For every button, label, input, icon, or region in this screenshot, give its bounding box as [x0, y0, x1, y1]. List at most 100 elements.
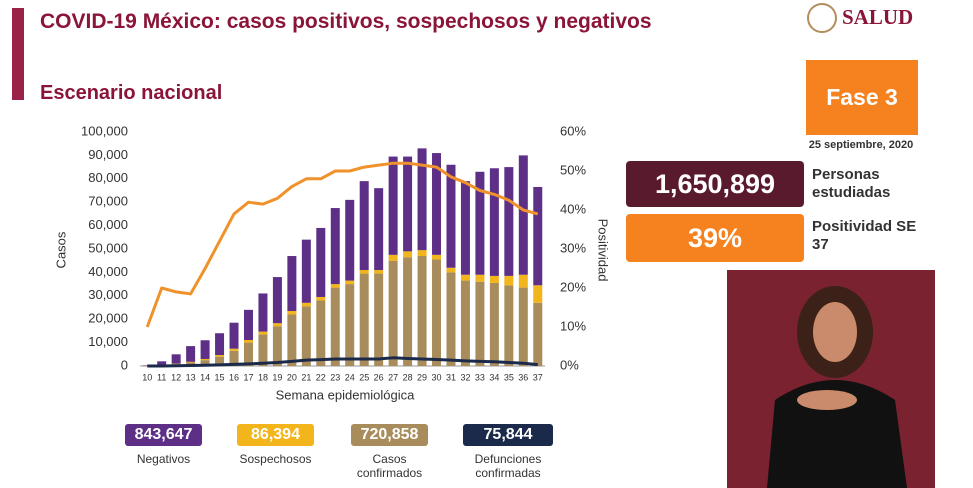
stat-value: 39%: [626, 214, 804, 262]
bar: [460, 181, 470, 275]
bar: [403, 156, 413, 252]
y-tick-label: 80,000: [88, 170, 128, 185]
line-series: [147, 356, 538, 368]
bar: [417, 256, 427, 366]
bar: [475, 281, 485, 366]
x-tick-label: 15: [215, 372, 225, 382]
x-tick-label: 21: [301, 372, 311, 382]
x-tick-label: 37: [533, 372, 543, 382]
x-tick-label: 31: [446, 372, 456, 382]
bar: [258, 331, 268, 335]
bar: [301, 302, 311, 307]
bar: [215, 356, 225, 366]
x-tick-label: 25: [359, 372, 369, 382]
bar: [359, 273, 369, 366]
bar: [374, 188, 384, 271]
x-tick-label: 30: [432, 372, 442, 382]
bar: [258, 293, 268, 332]
legend-total: 720,858: [351, 424, 428, 446]
y-tick-label: 70,000: [88, 194, 128, 209]
bar: [345, 284, 355, 366]
bar: [200, 360, 210, 366]
x-tick-label: 13: [186, 372, 196, 382]
bar: [272, 326, 282, 366]
y-tick-label: 20,000: [88, 311, 128, 326]
bar: [374, 273, 384, 366]
legend-label: Defunciones confirmadas: [474, 452, 542, 480]
x-tick-label: 35: [504, 372, 514, 382]
hands: [797, 390, 857, 410]
x-tick-label: 16: [229, 372, 239, 382]
x-tick-label: 34: [489, 372, 499, 382]
bar: [316, 227, 326, 297]
x-tick-label: 19: [272, 372, 282, 382]
bar: [460, 280, 470, 366]
bar: [403, 257, 413, 366]
bar: [504, 285, 514, 366]
bar: [345, 199, 355, 281]
bar: [171, 354, 181, 364]
accent-bar: [12, 8, 24, 100]
bar: [229, 348, 239, 351]
bar: [388, 260, 398, 366]
bar: [359, 181, 369, 271]
bar: [330, 284, 340, 288]
bar: [157, 361, 167, 366]
stat-label: Personas estudiadas: [812, 166, 891, 201]
x-tick-label: 24: [345, 372, 355, 382]
x-tick-label: 33: [475, 372, 485, 382]
y2-tick-label: 30%: [560, 240, 586, 255]
bar: [330, 287, 340, 366]
bar: [533, 302, 543, 366]
bar: [301, 239, 311, 303]
logo-emblem: [807, 3, 837, 33]
legend-label: Casos confirmados: [356, 452, 423, 480]
face: [813, 302, 857, 362]
x-tick-label: 28: [403, 372, 413, 382]
bar: [272, 323, 282, 327]
bar: [460, 274, 470, 281]
x-tick-label: 32: [460, 372, 470, 382]
bar: [215, 355, 225, 357]
bar: [229, 350, 239, 366]
video-feed: [727, 270, 935, 488]
bar: [388, 254, 398, 261]
bar: [200, 340, 210, 359]
legend-label: Negativos: [136, 452, 191, 466]
y-tick-label: 100,000: [81, 123, 128, 138]
y2-tick-label: 0%: [560, 357, 579, 372]
y2-tick-label: 20%: [560, 279, 586, 294]
body: [767, 380, 907, 488]
y2-axis-title: Positividad: [596, 219, 611, 282]
bar: [229, 322, 239, 349]
logo-text: SALUD: [842, 5, 914, 29]
y-tick-label: 10,000: [88, 334, 128, 349]
bar: [287, 256, 297, 312]
bar: [533, 285, 543, 303]
x-tick-label: 23: [330, 372, 340, 382]
bar: [518, 155, 528, 275]
bar: [504, 167, 514, 276]
bar: [446, 164, 456, 268]
bar: [243, 340, 253, 343]
y-tick-label: 40,000: [88, 264, 128, 279]
x-tick-label: 22: [316, 372, 326, 382]
x-tick-label: 36: [518, 372, 528, 382]
bar: [403, 251, 413, 258]
title: COVID-19 México: casos positivos, sospec…: [40, 10, 652, 33]
x-tick-label: 10: [142, 372, 152, 382]
y-axis-title: Casos: [53, 231, 68, 268]
x-tick-label: 27: [388, 372, 398, 382]
stat-value: 1,650,899: [626, 161, 804, 207]
legend-label: Sospechosos: [239, 452, 312, 466]
bar: [316, 296, 326, 301]
bar: [417, 148, 427, 251]
x-tick-label: 26: [374, 372, 384, 382]
x-tick-label: 17: [243, 372, 253, 382]
bar: [432, 153, 442, 255]
y2-tick-label: 60%: [560, 123, 586, 138]
date: 25 septiembre, 2020: [808, 139, 914, 151]
bar: [446, 272, 456, 366]
y2-tick-label: 40%: [560, 201, 586, 216]
